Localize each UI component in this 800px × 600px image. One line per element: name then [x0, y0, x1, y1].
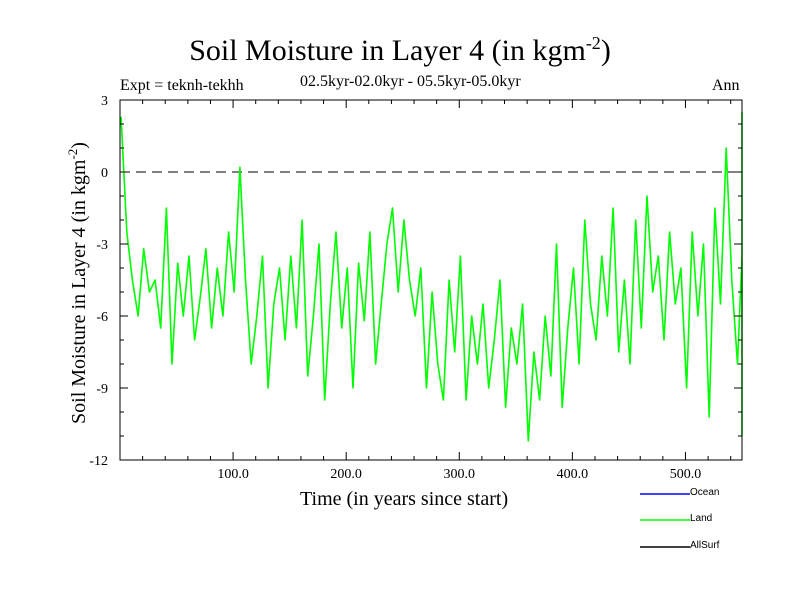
y-tick-label: -6 [96, 310, 108, 325]
plot-frame [119, 99, 743, 461]
x-tick-label: 100.0 [217, 467, 249, 482]
x-axis-label: Time (in years since start) [300, 488, 509, 510]
x-tick-label: 500.0 [670, 467, 702, 482]
legend-label-ocean: Ocean [690, 487, 720, 498]
legend-label-land: Land [690, 513, 713, 524]
y-tick-label: -3 [96, 238, 108, 253]
chart-title: Soil Moisture in Layer 4 (in kgm-2) [189, 33, 611, 67]
x-tick-label: 300.0 [444, 467, 476, 482]
y-tick-label: 0 [101, 166, 108, 181]
series-line-land [120, 111, 743, 442]
x-tick-label: 200.0 [330, 467, 362, 482]
legend-label-allsurf: AllSurf [690, 540, 720, 551]
y-tick-label: -12 [89, 454, 108, 469]
y-tick-label: 3 [101, 94, 108, 109]
chart-subtitle: 02.5kyr-02.0kyr - 05.5kyr-05.0kyr [300, 73, 521, 90]
experiment-label: Expt = teknh-tekhh [120, 77, 244, 94]
season-label: Ann [712, 77, 740, 94]
x-tick-label: 400.0 [557, 467, 589, 482]
y-tick-label: -9 [96, 382, 108, 397]
